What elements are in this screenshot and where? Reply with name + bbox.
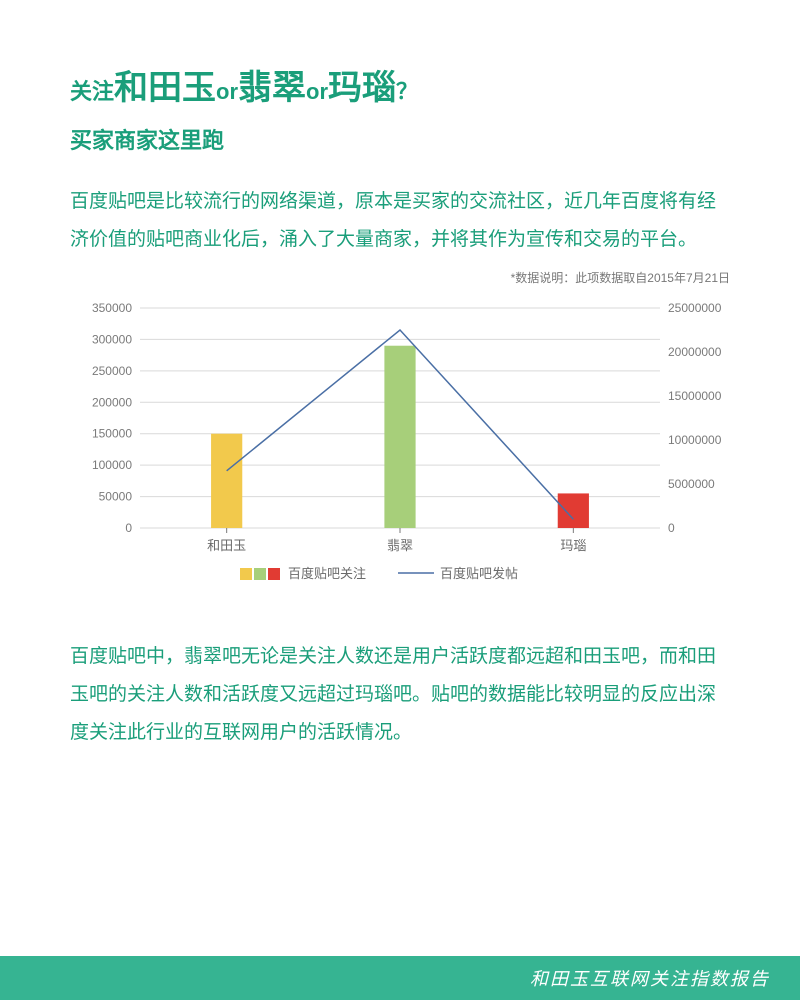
intro-paragraph: 百度贴吧是比较流行的网络渠道，原本是买家的交流社区，近几年百度将有经济价值的贴吧… xyxy=(70,183,730,259)
svg-text:百度贴吧关注: 百度贴吧关注 xyxy=(288,566,366,581)
title-big1: 和田玉 xyxy=(114,69,216,107)
title-q: ？ xyxy=(396,79,418,104)
title-big2: 翡翠 xyxy=(238,69,306,107)
title-or2: or xyxy=(306,79,328,104)
tieba-chart: 0500001000001500002000002500003000003500… xyxy=(70,298,730,608)
page-title: 关注和田玉or翡翠or玛瑙？ xyxy=(70,60,730,109)
footer-text: 和田玉互联网关注指数报告 xyxy=(530,965,770,991)
title-big3: 玛瑙 xyxy=(328,69,396,107)
subtitle: 买家商家这里跑 xyxy=(70,123,730,155)
title-or1: or xyxy=(216,79,238,104)
report-footer: 和田玉互联网关注指数报告 xyxy=(0,956,800,1000)
chart-legend: 百度贴吧关注 百度贴吧发帖 xyxy=(70,298,730,608)
svg-text:百度贴吧发帖: 百度贴吧发帖 xyxy=(440,566,518,581)
analysis-paragraph: 百度贴吧中，翡翠吧无论是关注人数还是用户活跃度都远超和田玉吧，而和田玉吧的关注人… xyxy=(70,638,730,752)
title-prefix: 关注 xyxy=(70,79,114,104)
data-source-note: *数据说明：此项数据取自2015年7月21日 xyxy=(70,269,730,286)
